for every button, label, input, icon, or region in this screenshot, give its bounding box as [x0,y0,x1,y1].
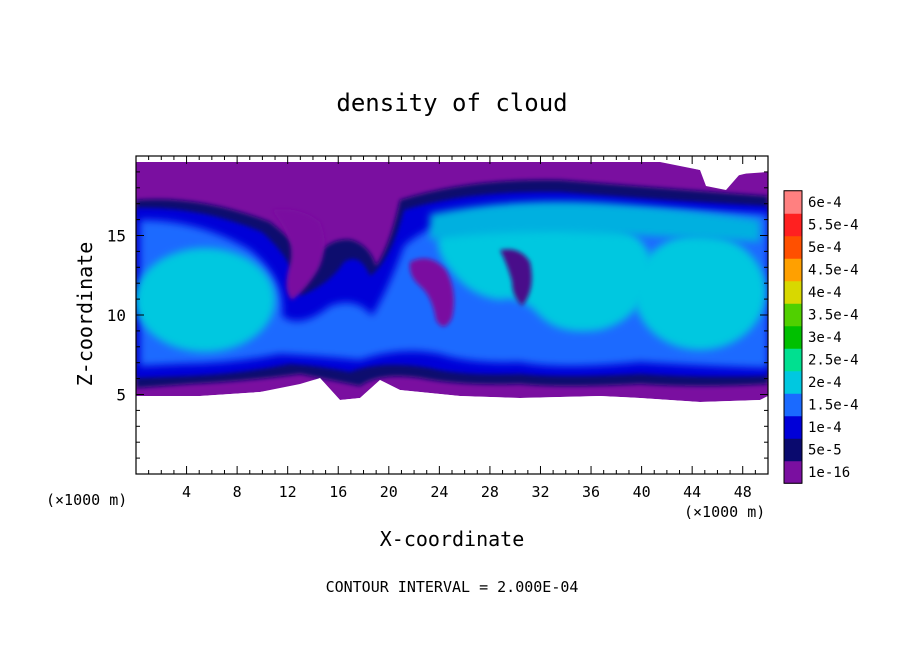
chart-title: density of cloud [336,89,567,117]
density-core-right [634,234,766,350]
colorbar-swatch [784,235,802,259]
colorbar-swatch [784,302,802,327]
y-axis-label: Z-coordinate [73,242,97,387]
colorbar-swatch [784,190,802,214]
colorbar-label: 2.5e-4 [808,353,859,369]
contour-interval-note: CONTOUR INTERVAL = 2.000E-04 [326,578,579,596]
colorbar-frame [783,190,803,484]
colorbar: 1e-16 5e-5 1e-4 1.5e-4 2e-4 2.5e-4 3e-4 3.5e-4 4… [783,190,859,484]
clear-gap-bottom [136,378,768,474]
colorbar-swatch [784,280,802,304]
x-tick-label: 48 [734,483,752,501]
x-axis-label: X-coordinate [380,527,525,551]
x-tick-label: 28 [481,483,499,501]
colorbar-swatch [784,392,802,417]
x-tick-label: 36 [582,483,600,501]
dry-intrusion-left [272,209,325,300]
colorbar-label: 1e-16 [808,465,850,481]
colorbar-label: 1.5e-4 [808,398,859,414]
x-tick-label: 16 [329,483,347,501]
density-field [136,160,768,474]
x-unit-label: (×1000 m) [684,503,765,521]
x-tick-label: 40 [633,483,651,501]
x-tick-label: 44 [683,483,701,501]
colorbar-swatch [784,437,802,462]
density-core-upper [430,201,760,242]
clear-gap-top-right [660,160,768,190]
colorbar-swatch [784,325,802,349]
colorbar-label: 4e-4 [808,285,842,301]
y-unit-label: (×1000 m) [46,491,127,509]
colorbar-label: 2e-4 [808,375,842,391]
colorbar-swatch [784,212,802,237]
x-tick-label: 12 [279,483,297,501]
density-core-center [437,216,652,332]
colorbar-label: 4.5e-4 [808,263,859,279]
colorbar-label: 5.5e-4 [808,218,859,234]
y-tick-label: 5 [116,386,126,405]
colorbar-swatch [784,347,802,372]
colorbar-label: 5e-4 [808,240,842,256]
colorbar-swatch [784,257,802,282]
x-tick-label: 8 [233,483,242,501]
dry-intrusion-right [500,249,532,306]
colorbar-swatch [784,415,802,439]
x-tick-label: 20 [380,483,398,501]
x-tick-label: 32 [531,483,549,501]
x-axis-ticks: 4 8 12 16 20 24 28 32 36 40 44 48 [148,156,756,501]
dry-intrusion-mid [409,258,454,327]
x-tick-label: 4 [182,483,191,501]
y-tick-label: 10 [107,306,126,325]
colorbar-label: 1e-4 [808,420,842,436]
colorbar-swatch [784,370,802,394]
colorbar-label: 3e-4 [808,330,842,346]
y-axis-ticks: 5 10 15 [107,171,768,459]
colorbar-label: 5e-5 [808,443,842,459]
colorbar-swatch [784,460,802,484]
colorbar-label: 6e-4 [808,195,842,211]
y-tick-label: 15 [107,227,126,246]
colorbar-label: 3.5e-4 [808,308,859,324]
x-tick-label: 24 [430,483,448,501]
density-core-left [136,248,275,352]
